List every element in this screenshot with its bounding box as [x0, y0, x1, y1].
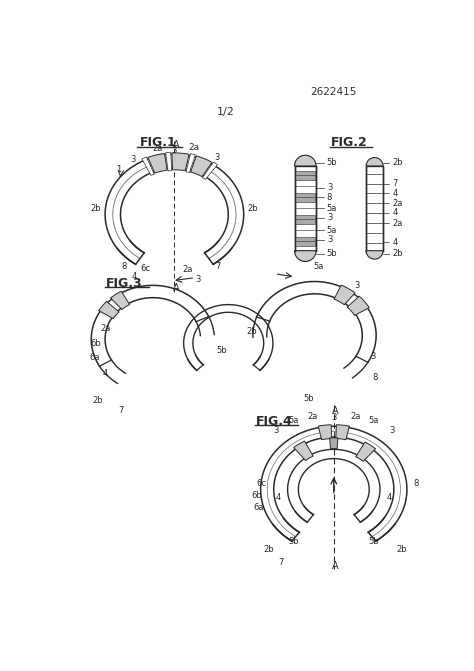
Text: 5b: 5b: [217, 346, 228, 355]
Text: 5b: 5b: [327, 249, 337, 258]
Polygon shape: [99, 301, 119, 319]
Text: 8: 8: [413, 478, 419, 488]
Text: FIG.3: FIG.3: [106, 276, 143, 289]
Text: FIG.4: FIG.4: [256, 415, 293, 428]
Text: 2a: 2a: [100, 324, 110, 333]
Text: 5a: 5a: [289, 415, 299, 425]
Text: 1/2: 1/2: [217, 107, 235, 117]
Text: 3: 3: [130, 154, 136, 164]
Polygon shape: [336, 425, 349, 440]
Polygon shape: [202, 162, 218, 179]
Text: 5a: 5a: [313, 262, 324, 270]
Text: FIG.1: FIG.1: [140, 136, 177, 150]
Polygon shape: [110, 291, 130, 309]
Text: 2a: 2a: [182, 266, 192, 274]
Text: 7: 7: [392, 179, 398, 188]
Text: 4: 4: [276, 493, 281, 502]
Text: 3: 3: [370, 352, 376, 362]
Text: 2b: 2b: [392, 249, 403, 258]
Polygon shape: [334, 285, 355, 305]
Text: 2b: 2b: [246, 327, 257, 336]
Text: 2a: 2a: [350, 412, 361, 421]
Text: 6b: 6b: [251, 491, 262, 500]
Text: 2a: 2a: [392, 199, 403, 208]
Text: 3: 3: [327, 213, 332, 222]
Text: 1: 1: [116, 165, 121, 174]
Bar: [295, 215, 315, 224]
Text: 2b: 2b: [92, 397, 103, 405]
Text: 7: 7: [118, 405, 123, 415]
Text: 3: 3: [354, 281, 360, 290]
Text: 4: 4: [387, 493, 392, 502]
Text: 2622415: 2622415: [310, 87, 357, 97]
Text: 5a: 5a: [327, 226, 337, 235]
Text: 2a: 2a: [392, 219, 403, 227]
Text: 6a: 6a: [253, 503, 264, 513]
Polygon shape: [172, 153, 189, 171]
Polygon shape: [148, 154, 167, 173]
Text: 3: 3: [273, 425, 279, 435]
Wedge shape: [294, 251, 316, 262]
Text: 5a: 5a: [369, 415, 379, 425]
Text: 5b: 5b: [303, 394, 314, 403]
Text: 3: 3: [214, 153, 219, 162]
Text: FIG.2: FIG.2: [331, 136, 367, 150]
Text: 2b: 2b: [247, 204, 258, 213]
Text: 5b: 5b: [289, 537, 299, 546]
Text: A: A: [332, 406, 338, 416]
Text: 3: 3: [389, 425, 394, 435]
Polygon shape: [356, 442, 375, 462]
Bar: [295, 193, 315, 202]
Text: 2b: 2b: [396, 545, 407, 554]
Text: 5a: 5a: [327, 204, 337, 213]
Text: 3: 3: [172, 146, 177, 155]
Text: 3: 3: [327, 236, 332, 244]
Text: 6c: 6c: [256, 478, 266, 488]
Text: 4: 4: [392, 238, 398, 247]
Bar: [295, 170, 315, 180]
Text: 4: 4: [392, 208, 398, 217]
Text: 8: 8: [372, 373, 377, 382]
Text: 6b: 6b: [91, 339, 101, 348]
Bar: [294, 166, 316, 251]
Text: 3: 3: [327, 183, 332, 193]
Polygon shape: [329, 437, 338, 449]
Text: 4: 4: [392, 189, 398, 198]
Text: 8: 8: [327, 193, 332, 202]
Polygon shape: [142, 157, 154, 175]
Text: 6c: 6c: [140, 264, 150, 273]
Text: A: A: [332, 562, 338, 572]
Text: 2a: 2a: [152, 144, 163, 153]
Wedge shape: [366, 158, 383, 166]
Text: 8: 8: [122, 262, 127, 271]
Bar: [366, 166, 383, 251]
Text: A: A: [173, 283, 179, 293]
Text: 2a: 2a: [307, 412, 318, 421]
Polygon shape: [294, 441, 313, 460]
Text: 2b: 2b: [392, 158, 403, 167]
Text: 2b: 2b: [263, 545, 273, 554]
Text: 4: 4: [102, 368, 108, 378]
Polygon shape: [186, 154, 195, 172]
Text: 7: 7: [216, 262, 221, 271]
Text: A: A: [173, 140, 179, 150]
Polygon shape: [191, 156, 212, 176]
Text: 7: 7: [279, 558, 284, 567]
Polygon shape: [166, 152, 172, 171]
Text: 4: 4: [132, 272, 137, 280]
Bar: [295, 237, 315, 246]
Wedge shape: [294, 155, 316, 166]
Text: 2b: 2b: [91, 204, 101, 213]
Text: 5b: 5b: [327, 158, 337, 167]
Text: 3: 3: [195, 274, 200, 284]
Text: 6a: 6a: [89, 353, 100, 362]
Text: 5b: 5b: [368, 537, 379, 546]
Wedge shape: [366, 251, 383, 259]
Text: 2a: 2a: [189, 143, 200, 152]
Polygon shape: [347, 296, 369, 315]
Text: 3: 3: [331, 413, 337, 422]
Polygon shape: [318, 425, 332, 440]
